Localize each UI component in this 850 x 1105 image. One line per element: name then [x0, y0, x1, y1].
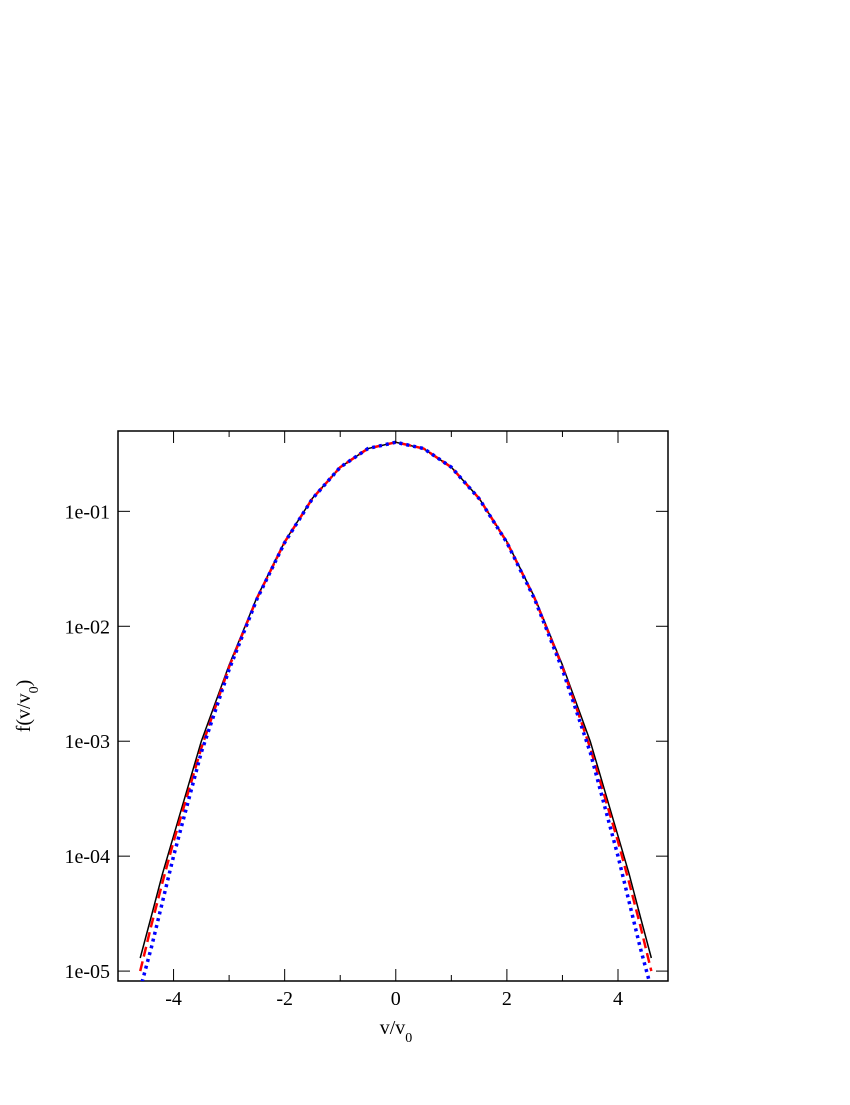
label-part: 0: [27, 686, 42, 693]
y-tick-label: 1e-02: [64, 616, 110, 638]
y-tick-label: 1e-05: [64, 961, 110, 983]
label-part: ): [13, 680, 35, 687]
label-part: 0: [405, 1031, 412, 1046]
x-tick-label: 0: [391, 988, 401, 1010]
label-part: v/v: [380, 1017, 406, 1039]
y-axis-label: f(v/v0): [13, 680, 42, 733]
y-tick-label: 1e-01: [64, 501, 110, 523]
x-tick-label: -2: [276, 988, 293, 1010]
x-tick-label: 2: [502, 988, 512, 1010]
x-tick-label: 4: [613, 988, 623, 1010]
curves: [139, 440, 653, 981]
series-line: [140, 440, 652, 981]
y-tick-label: 1e-04: [64, 846, 110, 868]
plot-frame: [117, 430, 669, 982]
x-axis-label: v/v0: [380, 1017, 413, 1046]
label-part: f(v/v: [13, 693, 35, 732]
y-tick-label: 1e-03: [64, 731, 110, 753]
x-tick-label: -4: [165, 988, 182, 1010]
